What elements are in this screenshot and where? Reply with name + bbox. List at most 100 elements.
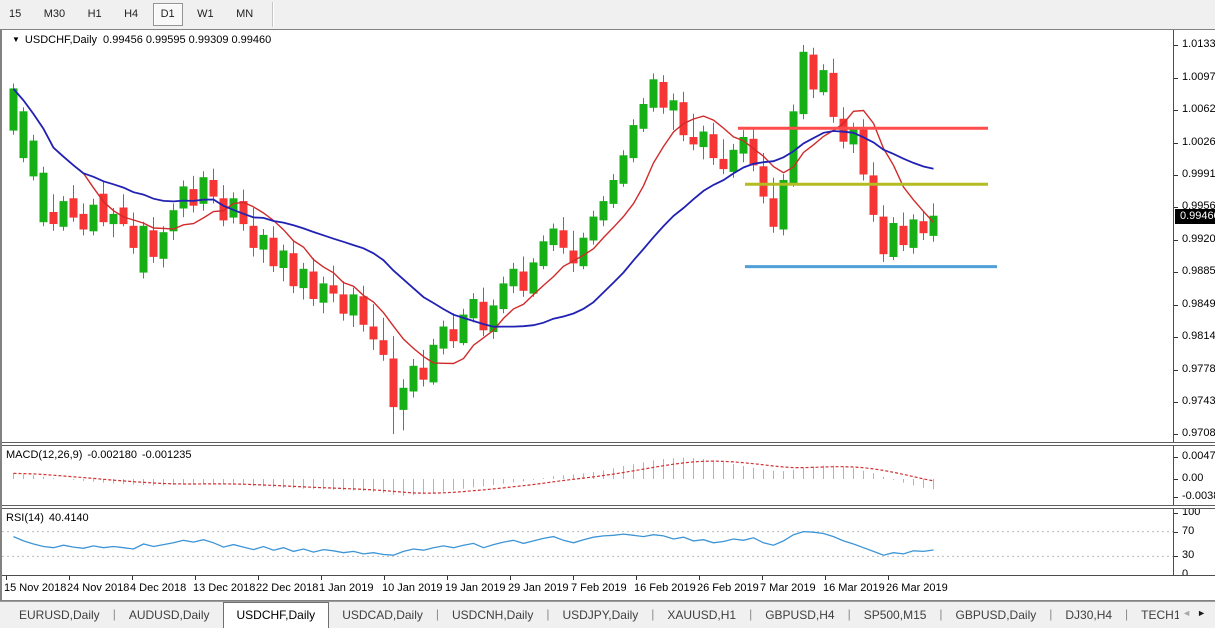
timeframe-button-d1[interactable]: D1 bbox=[152, 3, 183, 26]
date-tick-label: 13 Dec 2018 bbox=[193, 582, 256, 594]
timeframe-button-h4[interactable]: H4 bbox=[124, 8, 139, 20]
symbol-tab-dj30-h4[interactable]: DJ30,H4 bbox=[1065, 608, 1113, 622]
date-tick bbox=[69, 576, 70, 580]
axis-tick bbox=[1174, 45, 1178, 46]
symbol-dropdown-icon: ▼ bbox=[12, 35, 20, 44]
symbol-tab-tech100-h1[interactable]: TECH100,H1 bbox=[1141, 608, 1179, 622]
date-tick-label: 16 Mar 2019 bbox=[823, 582, 885, 594]
date-tick bbox=[195, 576, 196, 580]
symbol-tab-sp500-m15[interactable]: SP500,M15 bbox=[863, 608, 927, 622]
symbol-tab-eurusd-daily[interactable]: EURUSD,Daily bbox=[19, 608, 100, 622]
tab-scroll-left-icon[interactable]: ◄ bbox=[1182, 608, 1198, 618]
symbol-tab-xauusd-h1[interactable]: XAUUSD,H1 bbox=[667, 608, 737, 622]
chart-window: ▼ USDCHF,Daily 0.99456 0.99595 0.99309 0.9… bbox=[0, 29, 1215, 601]
tab-separator: | bbox=[435, 607, 439, 621]
axis-tick-label: 1.00620 bbox=[1182, 103, 1215, 115]
symbol-tab-usdcad-daily[interactable]: USDCAD,Daily bbox=[342, 608, 423, 622]
tab-scroll-right-icon[interactable]: ► bbox=[1197, 608, 1212, 618]
tab-separator: | bbox=[651, 607, 655, 621]
date-tick-label: 24 Nov 2018 bbox=[67, 582, 130, 594]
axis-tick bbox=[1174, 479, 1178, 480]
axis-tick bbox=[1174, 110, 1178, 111]
rsi-name: RSI(14) bbox=[6, 512, 44, 524]
axis-tick bbox=[1174, 370, 1178, 371]
tab-separator: | bbox=[546, 607, 550, 621]
date-tick bbox=[762, 576, 763, 580]
axis-tick-label: 1.01330 bbox=[1182, 38, 1215, 50]
rsi-value: 40.4140 bbox=[48, 512, 89, 524]
symbol-tab-audusd-daily[interactable]: AUDUSD,Daily bbox=[128, 608, 210, 622]
timeframe-button-m15[interactable]: 15 bbox=[9, 8, 22, 20]
date-tick-label: 26 Mar 2019 bbox=[886, 582, 948, 594]
rsi-indicator-label: RSI(14) 40.4140 bbox=[6, 512, 94, 524]
price-chart-pane[interactable] bbox=[2, 32, 1173, 442]
date-tick bbox=[447, 576, 448, 580]
macd-name: MACD(12,26,9) bbox=[6, 449, 83, 461]
date-tick-label: 1 Jan 2019 bbox=[319, 582, 374, 594]
axis-tick bbox=[1174, 78, 1178, 79]
axis-tick bbox=[1174, 305, 1178, 306]
tab-separator: | bbox=[749, 607, 753, 621]
macd-indicator-label: MACD(12,26,9) -0.002180 -0.001235 bbox=[6, 449, 197, 461]
symbol-tab-usdjpy-daily[interactable]: USDJPY,Daily bbox=[562, 608, 639, 622]
symbol-tab-gbpusd-h4[interactable]: GBPUSD,H4 bbox=[765, 608, 835, 622]
date-tick-label: 26 Feb 2019 bbox=[697, 582, 759, 594]
axis-tick bbox=[1174, 497, 1178, 498]
date-axis[interactable]: 15 Nov 2018 24 Nov 2018 4 Dec 2018 13 Dec 2… bbox=[2, 575, 1215, 600]
date-tick-label: 7 Mar 2019 bbox=[760, 582, 816, 594]
date-tick-label: 22 Dec 2018 bbox=[256, 582, 319, 594]
date-tick bbox=[510, 576, 511, 580]
date-tick-label: 29 Jan 2019 bbox=[508, 582, 569, 594]
current-price-tag: 0.99460 bbox=[1175, 209, 1215, 224]
symbol-tab-bar: EURUSD,Daily | AUDUSD,Daily USDCHF,Daily USD… bbox=[0, 601, 1215, 628]
date-tick bbox=[825, 576, 826, 580]
timeframe-button-m30[interactable]: M30 bbox=[43, 8, 66, 20]
axis-tick bbox=[1174, 434, 1178, 435]
symbol-tab-usdcnh-daily[interactable]: USDCNH,Daily bbox=[452, 608, 534, 622]
date-tick bbox=[699, 576, 700, 580]
macd-value-main: -0.002180 bbox=[87, 449, 137, 461]
date-tick bbox=[573, 576, 574, 580]
axis-tick-label: 0 bbox=[1182, 568, 1189, 580]
date-tick bbox=[636, 576, 637, 580]
axis-tick bbox=[1174, 272, 1178, 273]
axis-tick-label: 1.00970 bbox=[1182, 71, 1215, 83]
tab-separator: | bbox=[112, 607, 116, 621]
axis-tick bbox=[1174, 337, 1178, 338]
axis-tick bbox=[1174, 457, 1178, 458]
timeframe-button-w1[interactable]: W1 bbox=[197, 8, 214, 20]
tab-separator: | bbox=[1125, 607, 1129, 621]
tab-separator: | bbox=[1049, 607, 1053, 621]
date-tick bbox=[384, 576, 385, 580]
macd-chart-pane[interactable] bbox=[2, 447, 1173, 505]
date-tick bbox=[258, 576, 259, 580]
axis-tick-label: -0.003893 bbox=[1182, 490, 1215, 502]
pane-splitter[interactable] bbox=[2, 442, 1215, 446]
axis-tick bbox=[1174, 513, 1178, 514]
date-tick-label: 16 Feb 2019 bbox=[634, 582, 696, 594]
date-tick-label: 19 Jan 2019 bbox=[445, 582, 506, 594]
tab-separator: | bbox=[847, 607, 851, 621]
rsi-chart-pane[interactable] bbox=[2, 510, 1173, 575]
symbol-tab-usdchf-daily[interactable]: USDCHF,Daily bbox=[222, 602, 330, 628]
chart-symbol-label: USDCHF,Daily bbox=[24, 34, 98, 46]
date-tick-label: 10 Jan 2019 bbox=[382, 582, 443, 594]
axis-tick bbox=[1174, 207, 1178, 208]
timeframe-button-mn[interactable]: MN bbox=[236, 8, 254, 20]
symbol-tab-gbpusd-daily[interactable]: GBPUSD,Daily bbox=[955, 608, 1037, 622]
axis-tick-label: 0.00 bbox=[1182, 472, 1204, 484]
chart-title: ▼ USDCHF,Daily 0.99456 0.99595 0.99309 0.9… bbox=[12, 34, 271, 46]
axis-tick-label: 70 bbox=[1182, 525, 1195, 537]
date-tick-label: 4 Dec 2018 bbox=[130, 582, 187, 594]
tab-scroll-buttons: ◄► bbox=[1182, 608, 1212, 618]
timeframe-button-h1[interactable]: H1 bbox=[87, 8, 102, 20]
date-tick-label: 7 Feb 2019 bbox=[571, 582, 627, 594]
pane-splitter[interactable] bbox=[2, 505, 1215, 509]
